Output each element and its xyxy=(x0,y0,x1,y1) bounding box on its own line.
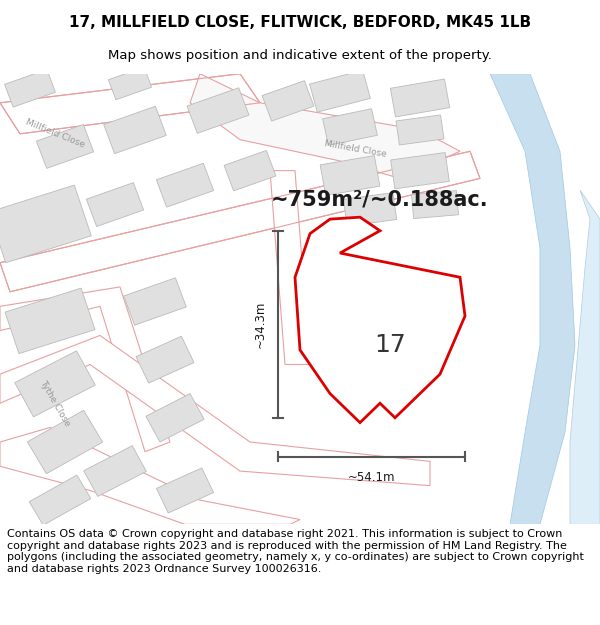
Text: Millfield Close: Millfield Close xyxy=(323,139,387,159)
Polygon shape xyxy=(396,115,444,145)
Text: ~34.3m: ~34.3m xyxy=(254,301,266,348)
Polygon shape xyxy=(146,394,204,442)
Polygon shape xyxy=(15,351,95,417)
Polygon shape xyxy=(323,109,377,146)
Text: Map shows position and indicative extent of the property.: Map shows position and indicative extent… xyxy=(108,49,492,62)
Text: 17, MILLFIELD CLOSE, FLITWICK, BEDFORD, MK45 1LB: 17, MILLFIELD CLOSE, FLITWICK, BEDFORD, … xyxy=(69,14,531,29)
Polygon shape xyxy=(0,185,91,262)
Polygon shape xyxy=(187,88,249,133)
Polygon shape xyxy=(109,67,152,100)
Polygon shape xyxy=(0,428,300,524)
Polygon shape xyxy=(5,288,95,354)
Polygon shape xyxy=(310,70,370,112)
Text: 17: 17 xyxy=(374,333,406,357)
Polygon shape xyxy=(391,152,449,189)
Polygon shape xyxy=(28,410,103,474)
Polygon shape xyxy=(104,106,166,154)
Text: ~759m²/~0.188ac.: ~759m²/~0.188ac. xyxy=(271,190,489,210)
Polygon shape xyxy=(5,69,55,107)
Polygon shape xyxy=(570,190,600,524)
Polygon shape xyxy=(343,192,397,226)
Polygon shape xyxy=(124,278,187,325)
Polygon shape xyxy=(0,287,170,452)
Polygon shape xyxy=(320,156,380,196)
Text: ~54.1m: ~54.1m xyxy=(348,471,395,484)
Polygon shape xyxy=(83,446,146,496)
Polygon shape xyxy=(136,336,194,383)
Polygon shape xyxy=(391,79,449,117)
Polygon shape xyxy=(270,171,310,364)
Polygon shape xyxy=(29,475,91,525)
Polygon shape xyxy=(37,124,94,168)
Polygon shape xyxy=(262,81,314,121)
Polygon shape xyxy=(490,74,575,524)
Polygon shape xyxy=(0,336,430,486)
Text: Millfield Close: Millfield Close xyxy=(24,118,86,150)
Text: Tythe Close: Tythe Close xyxy=(38,379,72,428)
Polygon shape xyxy=(157,163,214,207)
Polygon shape xyxy=(0,151,480,292)
Text: Contains OS data © Crown copyright and database right 2021. This information is : Contains OS data © Crown copyright and d… xyxy=(7,529,584,574)
Polygon shape xyxy=(86,182,143,226)
Polygon shape xyxy=(295,217,465,422)
Polygon shape xyxy=(224,151,276,191)
Polygon shape xyxy=(190,74,460,178)
Polygon shape xyxy=(412,191,458,219)
Polygon shape xyxy=(157,468,214,513)
Polygon shape xyxy=(0,74,260,134)
